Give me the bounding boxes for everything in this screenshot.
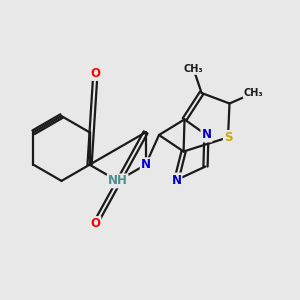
- Text: N: N: [141, 158, 151, 171]
- Text: O: O: [90, 67, 100, 80]
- Text: NH: NH: [108, 174, 127, 188]
- Text: S: S: [224, 131, 232, 144]
- Text: N: N: [201, 128, 212, 142]
- Text: O: O: [90, 217, 100, 230]
- Text: CH₃: CH₃: [244, 88, 263, 98]
- Text: N: N: [171, 173, 182, 187]
- Text: CH₃: CH₃: [184, 64, 203, 74]
